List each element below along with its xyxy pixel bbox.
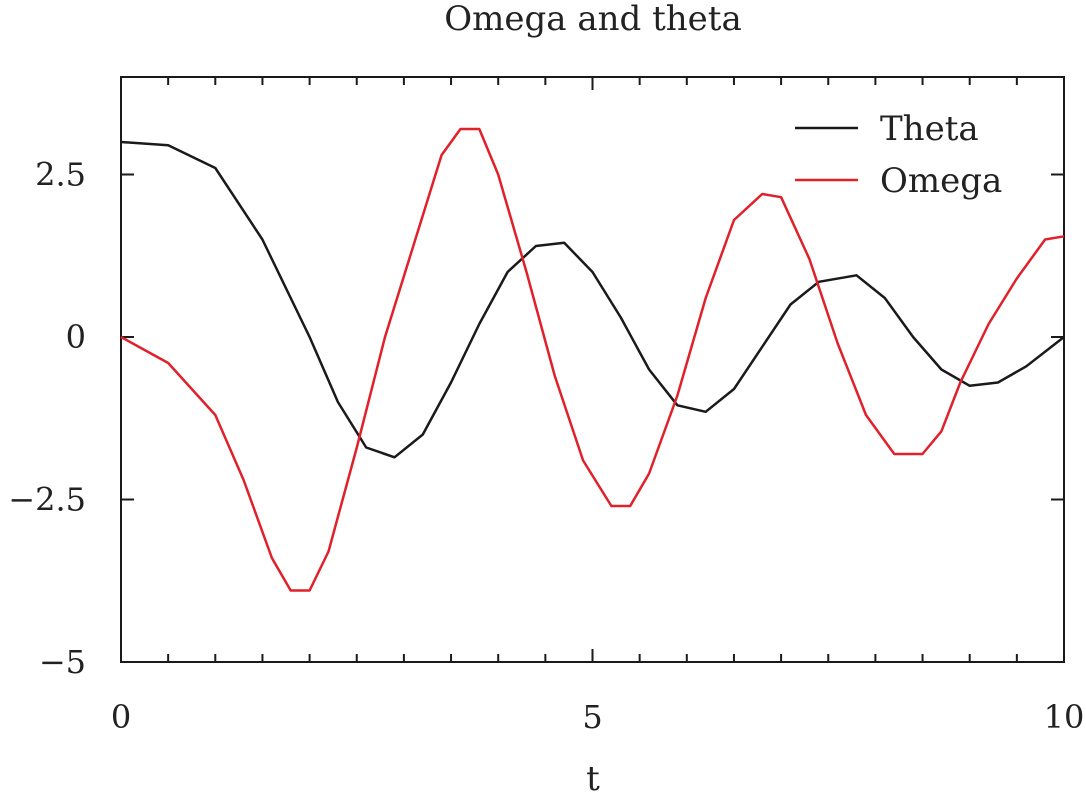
x-tick-label: 5 [582,698,602,736]
y-tick-label: 0 [66,318,86,356]
series-line-omega [120,127,1065,592]
y-tick-label: −5 [39,643,86,681]
axis-tick-labels: −5 −2.5 0 2.5 0 5 10 [8,156,1084,737]
y-tick-label: −2.5 [8,481,86,519]
chart-title: Omega and theta [444,0,741,39]
axis-ticks [120,77,1065,663]
x-tick-label: 10 [1044,698,1085,736]
legend: Theta Omega [795,109,1002,201]
series-lines [120,127,1065,592]
legend-label-omega: Omega [880,161,1002,201]
legend-label-theta: Theta [880,109,979,149]
x-axis-label: t [586,759,600,795]
y-tick-label: 2.5 [35,156,86,194]
series-line-theta [120,140,1065,459]
x-tick-label: 0 [111,698,131,736]
